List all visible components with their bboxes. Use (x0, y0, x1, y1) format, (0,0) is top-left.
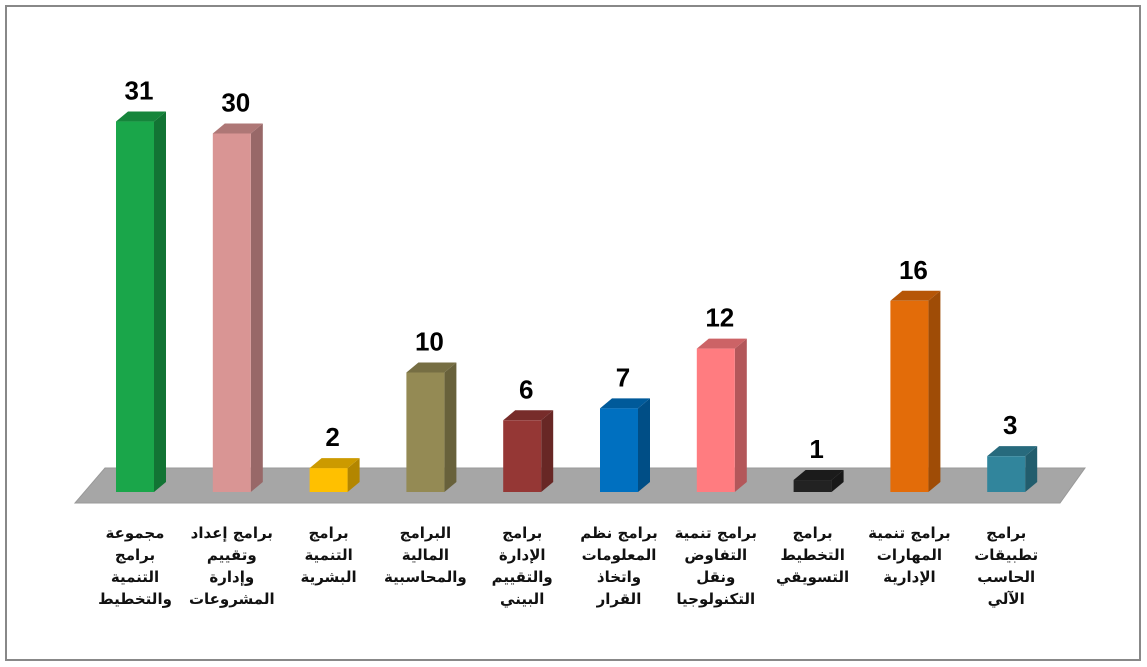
value-label: 1 (809, 434, 823, 464)
value-label: 31 (125, 76, 154, 106)
bar (600, 408, 638, 492)
bar-top (600, 398, 650, 409)
bar-top (212, 123, 263, 134)
category-label: برامج التنمية البشرية (300, 524, 357, 586)
bar (696, 348, 735, 492)
bar-top (890, 290, 941, 301)
bar (406, 372, 445, 492)
value-label: 12 (705, 303, 734, 333)
bar (116, 121, 154, 493)
bar-side (444, 362, 457, 492)
value-label: 2 (325, 422, 339, 452)
bar (793, 480, 832, 492)
value-label: 30 (221, 88, 250, 118)
bar-top (793, 470, 844, 481)
bar (212, 133, 251, 492)
bar-side (928, 290, 941, 492)
value-label: 6 (519, 374, 533, 404)
bar-top (987, 446, 1038, 457)
bar (309, 468, 348, 492)
category-label: البرامج المالية والمحاسبية (384, 524, 467, 586)
bar-top (696, 338, 747, 349)
bar (890, 300, 929, 492)
bar-side (831, 470, 844, 492)
value-label: 16 (899, 255, 928, 285)
category-label: برامج نظم المعلومات واتخاذ القرار (580, 524, 658, 608)
value-label: 7 (616, 362, 630, 392)
bar-top (503, 410, 554, 421)
bar-side (250, 123, 263, 492)
category-label: برامج التخطيط التسويقي (776, 524, 850, 586)
bar-side (154, 111, 166, 493)
bar-side (734, 338, 747, 492)
bar-top (309, 458, 360, 469)
category-label: برامج تطبيقات الحاسب الآلي (974, 524, 1039, 608)
bar-side (541, 410, 554, 492)
bar (503, 420, 542, 492)
bar-side (1025, 446, 1038, 492)
category-label: برامج تنمية المهارات الإدارية (868, 524, 951, 586)
bar-side (638, 398, 650, 492)
bar-side (347, 458, 360, 492)
bar (987, 456, 1026, 492)
category-label: برامج الإدارة والتقييم البيني (491, 524, 553, 608)
value-label: 10 (415, 327, 444, 357)
bar-top (116, 111, 166, 122)
frame (5, 5, 1141, 661)
category-label: برامج تنمية التفاوض ونقل التكنولوجيا (674, 524, 758, 608)
value-label: 3 (1003, 410, 1017, 440)
category-label: برامج إعداد وتقييم وإدارة المشروعات (188, 524, 275, 608)
category-label: مجموعة برامج التنمية والتخطيط (98, 524, 172, 608)
bar-top (406, 362, 457, 373)
